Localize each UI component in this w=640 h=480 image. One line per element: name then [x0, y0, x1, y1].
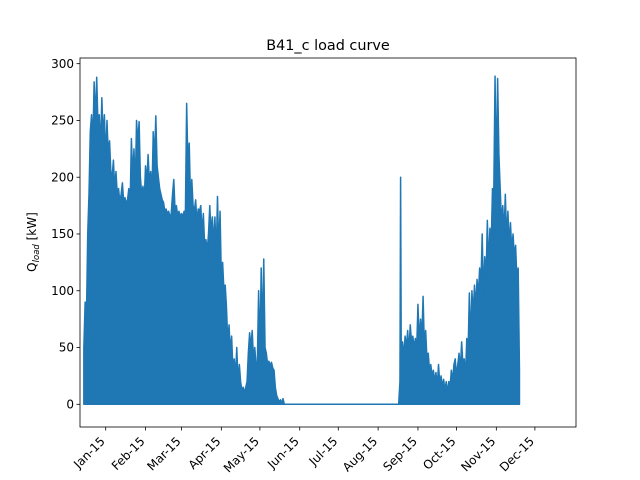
series-layer: [83, 75, 521, 406]
plot-area: [79, 57, 577, 428]
y-tick-label: 50: [59, 341, 74, 355]
y-axis-label-unit: [kW]: [25, 212, 39, 244]
series-line-0: [83, 75, 521, 406]
y-tick-label: 300: [51, 57, 74, 71]
y-tick-label: 200: [51, 170, 74, 184]
y-axis-label-main: Q: [25, 262, 39, 271]
y-tick-label: 100: [51, 284, 74, 298]
y-tick-label: 0: [66, 397, 74, 411]
y-axis-label-subscript: load: [32, 244, 42, 263]
chart-title: B41_c load curve: [266, 38, 390, 54]
y-tick-label: 250: [51, 114, 74, 128]
plot-frame: [79, 57, 577, 428]
y-tick-label: 150: [51, 227, 74, 241]
y-axis: 0 50 100 150 200 250 300: [51, 57, 80, 411]
y-axis-label: Qload [kW]: [25, 212, 42, 272]
